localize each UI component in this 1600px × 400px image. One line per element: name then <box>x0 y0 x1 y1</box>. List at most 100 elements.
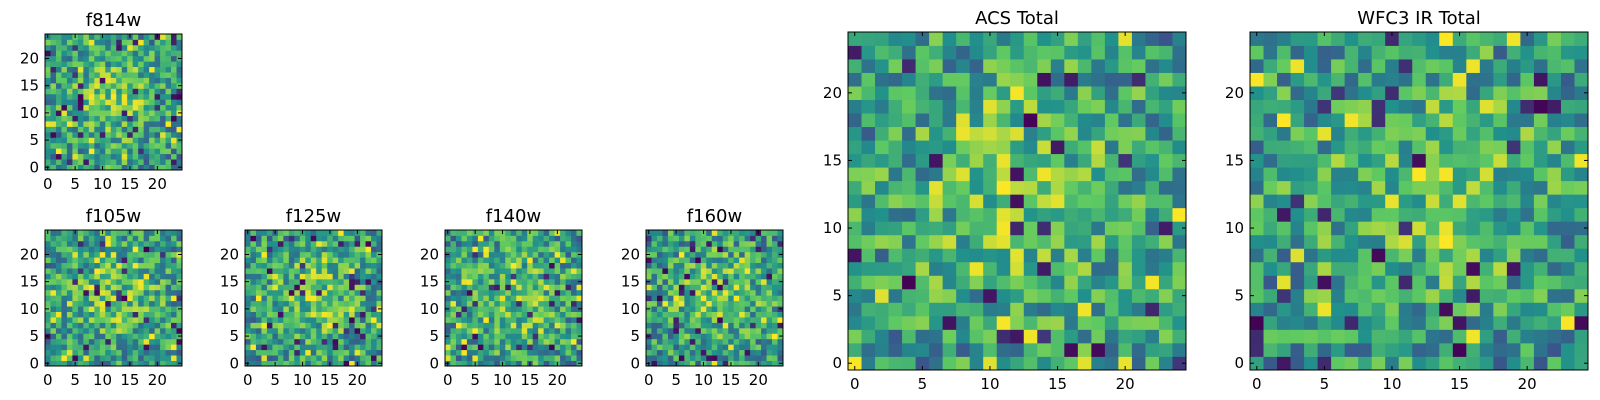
heatmap-cell <box>1425 99 1440 114</box>
heatmap-cell <box>996 342 1011 357</box>
heatmap-cell <box>354 338 361 345</box>
heatmap-cell <box>571 355 577 361</box>
heatmap-cell <box>72 44 79 51</box>
heatmap-cell <box>299 317 306 323</box>
heatmap-cell <box>283 333 290 340</box>
heatmap-cell <box>283 306 290 312</box>
heatmap-cell <box>105 34 112 40</box>
heatmap-cell <box>1533 140 1548 155</box>
heatmap-cell <box>165 311 172 318</box>
heatmap-cell <box>684 230 691 236</box>
heatmap-cell <box>684 300 691 307</box>
heatmap-cell <box>371 355 377 361</box>
heatmap-cell <box>121 126 128 133</box>
heatmap-cell <box>1398 356 1413 371</box>
heatmap-cell <box>1104 32 1119 46</box>
heatmap-cell <box>527 338 534 345</box>
heatmap-cell <box>349 235 355 242</box>
heatmap-cell <box>488 311 495 318</box>
heatmap-cell <box>983 302 998 317</box>
heatmap-cell <box>77 300 84 307</box>
heatmap-cell <box>376 273 383 280</box>
heatmap-cell <box>66 230 73 236</box>
heatmap-cell <box>772 295 778 302</box>
heatmap-cell <box>1250 261 1264 276</box>
heatmap-cell <box>1010 86 1025 100</box>
heatmap-cell <box>902 45 916 60</box>
heatmap-cell <box>983 45 998 60</box>
heatmap-cell <box>1172 342 1187 357</box>
heatmap-cell <box>261 349 268 356</box>
heatmap-cell <box>689 273 696 280</box>
heatmap-cell <box>1118 356 1133 371</box>
heatmap-cell <box>149 349 155 356</box>
heatmap-cell <box>761 251 767 258</box>
heatmap-cell <box>121 164 128 171</box>
heatmap-cell <box>1050 356 1065 371</box>
heatmap-cell <box>1358 261 1373 276</box>
heatmap-cell <box>1077 99 1092 114</box>
heatmap-cell <box>1263 342 1278 357</box>
heatmap-cell <box>66 322 73 329</box>
heatmap-cell <box>755 349 762 356</box>
heatmap-cell <box>516 360 523 367</box>
heatmap-cell <box>288 240 295 247</box>
heatmap-cell <box>310 295 317 302</box>
heatmap-cell <box>700 235 707 242</box>
heatmap-cell <box>461 240 468 247</box>
heatmap-cell <box>149 246 155 253</box>
heatmap-cell <box>1158 342 1173 357</box>
heatmap-cell <box>171 257 177 264</box>
heatmap-cell <box>1493 140 1508 155</box>
heatmap-cell <box>365 317 372 323</box>
heatmap-cell <box>510 317 517 323</box>
heatmap-cell <box>1574 153 1589 168</box>
heatmap-cell <box>132 50 139 57</box>
heatmap-cell <box>132 311 139 318</box>
heatmap-cell <box>1104 275 1119 290</box>
heatmap-cell <box>488 278 495 285</box>
heatmap-cell <box>1077 113 1092 128</box>
heatmap-cell <box>110 121 117 127</box>
heatmap-cell <box>1439 221 1454 236</box>
heatmap-cell <box>1277 302 1291 317</box>
heatmap-cell <box>149 311 155 318</box>
heatmap-cell <box>316 268 323 274</box>
heatmap-cell <box>516 235 523 242</box>
heatmap-cell <box>171 159 177 165</box>
heatmap-cell <box>365 355 372 361</box>
heatmap-cell <box>505 262 512 269</box>
heatmap-cell <box>160 61 166 68</box>
heatmap-cell <box>1385 356 1400 371</box>
heatmap-cell <box>1506 86 1521 100</box>
heatmap-cell <box>983 113 998 128</box>
heatmap-cell <box>1493 153 1508 168</box>
heatmap-cell <box>678 295 685 302</box>
heatmap-cell <box>121 66 128 73</box>
heatmap-cell <box>1398 126 1413 141</box>
heatmap-cell <box>744 327 751 334</box>
heatmap-cell <box>1547 329 1562 344</box>
heatmap-cell <box>689 327 696 334</box>
heatmap-cell <box>149 61 155 68</box>
heatmap-cell <box>450 240 457 247</box>
heatmap-cell <box>116 39 123 46</box>
heatmap-cell <box>739 349 746 356</box>
heatmap-cell <box>121 99 128 106</box>
heatmap-cell <box>360 349 366 356</box>
heatmap-cell <box>684 295 691 302</box>
heatmap-cell <box>1385 261 1400 276</box>
heatmap-cell <box>1344 356 1359 371</box>
heatmap-cell <box>929 221 944 236</box>
heatmap-cell <box>1104 194 1119 209</box>
heatmap-cell <box>744 306 751 312</box>
heatmap-cell <box>739 289 746 296</box>
heatmap-cell <box>717 333 724 340</box>
heatmap-cell <box>149 284 155 291</box>
heatmap-cell <box>360 360 366 367</box>
heatmap-cell <box>83 251 90 258</box>
heatmap-cell <box>560 268 566 274</box>
heatmap-cell <box>255 284 262 291</box>
heatmap-cell <box>94 50 101 57</box>
